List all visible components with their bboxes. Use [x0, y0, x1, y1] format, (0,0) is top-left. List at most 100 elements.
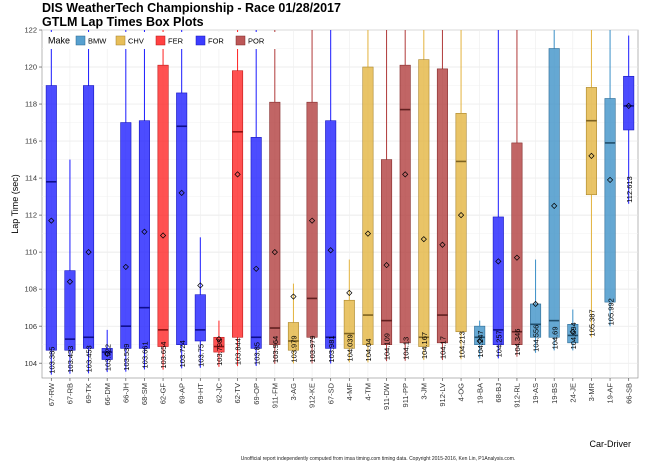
box-62-jc: 103.798 — [213, 320, 225, 367]
box-3-ag: 103.979 — [287, 283, 299, 364]
box-912-lv: 104.17 — [436, 30, 448, 361]
y-tick-label: 114 — [25, 174, 37, 183]
min-lap-label: 103.522 — [103, 344, 112, 371]
box-iqr — [287, 322, 299, 351]
legend-swatch — [155, 35, 166, 46]
min-lap-label: 112.613 — [625, 176, 634, 203]
mean-marker — [606, 176, 614, 184]
box-iqr — [194, 294, 206, 342]
box-3-mr: 105.387 — [585, 30, 597, 338]
legend-swatch — [115, 35, 126, 46]
box-67-rb: 103.433 — [64, 159, 76, 374]
x-tick-label: 911-PP — [401, 383, 410, 407]
min-lap-label: 104.694 — [569, 322, 578, 349]
min-lap-label: 104.213 — [457, 331, 466, 358]
box-iqr — [306, 101, 318, 338]
box-iqr — [250, 137, 262, 349]
x-tick-label: 66-SB — [624, 383, 633, 404]
x-tick-label: 67-RB — [66, 383, 75, 404]
box-66-dm: 103.522 — [101, 329, 113, 373]
box-iqr — [176, 92, 188, 345]
x-tick-label: 19-AS — [531, 383, 540, 404]
box-911-pp: 104.13 — [399, 30, 411, 361]
mean-marker — [569, 328, 576, 335]
mean-marker — [364, 230, 372, 237]
mean-marker — [420, 236, 427, 243]
x-tick-label: 912-LV — [438, 383, 447, 407]
y-tick-label: 122 — [24, 26, 37, 35]
legend-label: CHV — [128, 37, 144, 46]
box-iqr — [101, 348, 113, 360]
x-axis-title: Car-Driver — [590, 439, 632, 449]
box-iqr — [213, 336, 225, 353]
plot-area — [41, 29, 639, 379]
x-tick-label: 69-HT — [196, 383, 205, 404]
y-tick-label: 120 — [24, 63, 37, 72]
y-axis-title: Lap Time (sec) — [10, 174, 20, 234]
x-tick-label: 69-OP — [252, 383, 261, 405]
min-lap-label: 104.69 — [550, 326, 559, 349]
box-iqr — [343, 299, 355, 349]
mean-marker — [532, 300, 539, 308]
footer-note: Unofficial report independently computed… — [241, 456, 516, 462]
box-iqr — [436, 68, 448, 344]
mean-marker — [383, 261, 390, 269]
x-tick-label: 911-DW — [382, 382, 391, 410]
min-lap-label: 103.798 — [215, 339, 224, 366]
x-tick-label: 68-SM — [140, 383, 149, 405]
min-lap-label: 105.992 — [606, 298, 615, 325]
box-911-dw: 104.109 — [381, 30, 393, 362]
box-912-ke: 103.979 — [306, 30, 318, 364]
mean-marker — [625, 102, 632, 109]
min-lap-label: 104.257 — [495, 330, 504, 357]
x-tick-label: 19-AF — [606, 383, 615, 404]
plot-background — [41, 29, 639, 379]
x-tick-label: 24-JE — [568, 383, 577, 403]
box-24-je: 104.694 — [567, 309, 579, 351]
box-iqr — [548, 48, 560, 338]
y-axis: 104 106 108 110 112 114 116 118 120 122 — [24, 26, 42, 368]
legend-entry-bmw: BMW — [75, 35, 107, 46]
mean-marker — [551, 202, 558, 209]
box-iqr — [474, 325, 486, 345]
legend: Make BMW CHV FER FOR POR — [44, 32, 276, 49]
min-lap-label: 105.387 — [588, 309, 597, 336]
y-tick-label: 112 — [25, 211, 37, 220]
min-lap-label: 103.453 — [85, 345, 94, 372]
mean-marker — [178, 189, 185, 196]
mean-marker — [588, 152, 595, 159]
box-912-rl: 104.346 — [511, 30, 523, 357]
box-66-sb: 112.613 — [623, 35, 635, 204]
box-iqr — [530, 303, 542, 338]
box-iqr — [157, 64, 169, 347]
mean-marker — [234, 171, 241, 178]
box-iqr — [399, 64, 411, 344]
box-69-ht: 103.75 — [194, 237, 206, 368]
mean-marker — [48, 217, 55, 224]
box-iqr — [492, 216, 504, 345]
box-67-sd: 103.981 — [325, 30, 337, 364]
legend-swatch — [235, 35, 246, 46]
mean-marker — [159, 232, 167, 239]
legend-label: POR — [248, 37, 265, 46]
legend-label: FER — [168, 37, 184, 46]
box-68-bj: 104.257 — [492, 30, 504, 359]
x-tick-label: 911-FM — [270, 383, 279, 408]
y-tick-label: 118 — [25, 100, 37, 109]
box-iqr — [83, 85, 95, 349]
box-62-tv: 103.844 — [232, 30, 244, 367]
mean-marker — [271, 249, 278, 256]
x-tick-label: 66-JH — [121, 383, 130, 403]
legend-entry-por: POR — [235, 35, 265, 46]
box-iqr — [120, 122, 132, 349]
y-tick-label: 108 — [24, 285, 37, 294]
mean-marker — [253, 265, 260, 272]
min-lap-label: 103.979 — [308, 335, 317, 362]
x-tick-label: 62-GF — [159, 383, 168, 405]
mean-marker — [215, 336, 223, 343]
legend-label: FOR — [208, 37, 224, 46]
min-lap-label: 103.654 — [159, 342, 168, 369]
min-lap-label: 103.85 — [252, 342, 261, 365]
min-lap-label: 104.039 — [346, 334, 355, 361]
